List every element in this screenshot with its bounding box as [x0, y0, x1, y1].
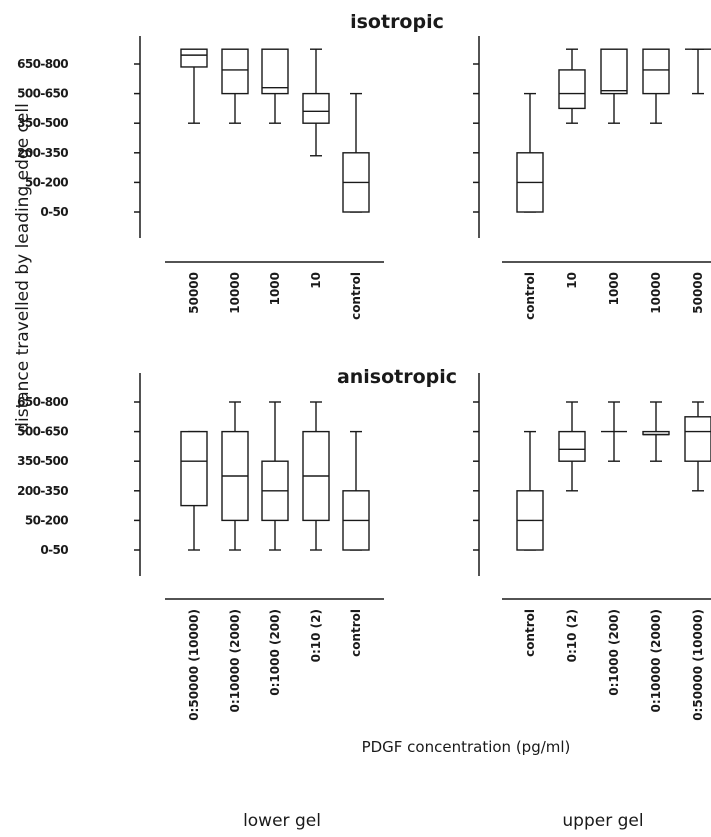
y-axis-label: distance travelled by leading edge cell	[13, 103, 33, 433]
y-tick-label: 650-800	[17, 395, 68, 409]
panel-upper-gel: control 10 1000 10000 50000	[473, 36, 711, 320]
box-control	[342, 430, 370, 551]
box-iqr	[221, 48, 249, 95]
box-iqr	[642, 48, 670, 95]
y-tick-label: 350-500	[17, 454, 68, 468]
box-iqr	[684, 416, 711, 462]
x-tick-label: 50000	[187, 272, 201, 314]
x-tick-label: 50000	[691, 272, 705, 314]
box-50000	[180, 48, 208, 124]
box-0-10-2	[558, 401, 586, 492]
y-tick-label: 500-650	[17, 425, 68, 439]
x-tick-label: control	[349, 272, 363, 320]
box-0-50000-10000	[180, 430, 208, 551]
x-tick-label: control	[523, 609, 537, 657]
box-control	[516, 430, 544, 551]
footer-upper-gel: upper gel	[562, 811, 643, 831]
box-50000	[685, 48, 711, 95]
x-tick-label: 10000	[649, 272, 663, 314]
box-10000	[642, 48, 670, 124]
y-tick-label: 650-800	[17, 57, 68, 71]
x-tick-label: 1000	[268, 272, 282, 305]
chart-title: isotropic	[350, 11, 444, 33]
x-tick-label: 0:1000 (200)	[268, 609, 282, 696]
box-iqr	[180, 430, 208, 507]
x-tick-label: 10	[309, 272, 323, 289]
y-tick-label: 0-50	[40, 543, 68, 557]
box-10	[302, 48, 330, 157]
box-0-10-2	[302, 401, 330, 551]
x-tick-label: 0:10 (2)	[309, 609, 323, 662]
y-tick-label: 50-200	[25, 513, 68, 527]
x-tick-label: 1000	[607, 272, 621, 305]
x-tick-label: 0:10000 (2000)	[228, 609, 242, 712]
box-1000	[600, 48, 628, 124]
box-0-1000-200	[261, 401, 289, 551]
x-tick-label: 0:10 (2)	[565, 609, 579, 662]
panel-lower-gel: 50000 10000 1000 10 control	[134, 36, 384, 320]
box-0-10000-2000	[642, 401, 670, 462]
chart-isotropic: isotropic 0-50 50-200 200-350 350-500 500-650…	[17, 11, 711, 320]
x-tick-label: 10	[565, 272, 579, 289]
box-iqr	[558, 69, 586, 110]
box-0-50000-10000	[684, 401, 711, 492]
x-tick-label: 0:1000 (200)	[607, 609, 621, 696]
y-tick-label: 50-200	[25, 175, 68, 189]
x-axis-label: PDGF concentration (pg/ml)	[362, 738, 571, 756]
box-0-1000-200	[601, 401, 627, 462]
chart-anisotropic: anisotropic 0-50 50-200 200-350 350-500 500-6…	[17, 366, 711, 721]
x-tick-label: 0:50000 (10000)	[691, 609, 705, 721]
x-tick-label: control	[523, 272, 537, 320]
y-tick-label: 500-650	[17, 87, 68, 101]
box-control	[516, 92, 544, 213]
y-tick-label: 200-350	[17, 484, 68, 498]
y-tick-label: 200-350	[17, 146, 68, 160]
box-control	[342, 92, 370, 213]
panel-lower-gel: 0:50000 (10000) 0:10000 (2000) 0:1000 (200…	[134, 373, 384, 721]
y-tick-label: 350-500	[17, 116, 68, 130]
panel-upper-gel: control 0:10 (2) 0:1000 (200) 0:10000 (2000…	[473, 373, 711, 721]
box-iqr	[600, 48, 628, 95]
chart-title: anisotropic	[337, 366, 457, 388]
x-tick-label: 10000	[228, 272, 242, 314]
y-tick-label: 0-50	[40, 205, 68, 219]
box-10000	[221, 48, 249, 124]
box-iqr	[261, 48, 289, 95]
box-iqr	[302, 92, 330, 124]
box-10	[558, 48, 586, 124]
box-iqr	[180, 48, 208, 68]
box-0-10000-2000	[221, 401, 249, 551]
box-1000	[261, 48, 289, 124]
x-tick-label: 0:10000 (2000)	[649, 609, 663, 712]
x-tick-label: 0:50000 (10000)	[187, 609, 201, 721]
x-tick-label: control	[349, 609, 363, 657]
footer-lower-gel: lower gel	[243, 811, 321, 831]
box-iqr	[558, 430, 586, 462]
